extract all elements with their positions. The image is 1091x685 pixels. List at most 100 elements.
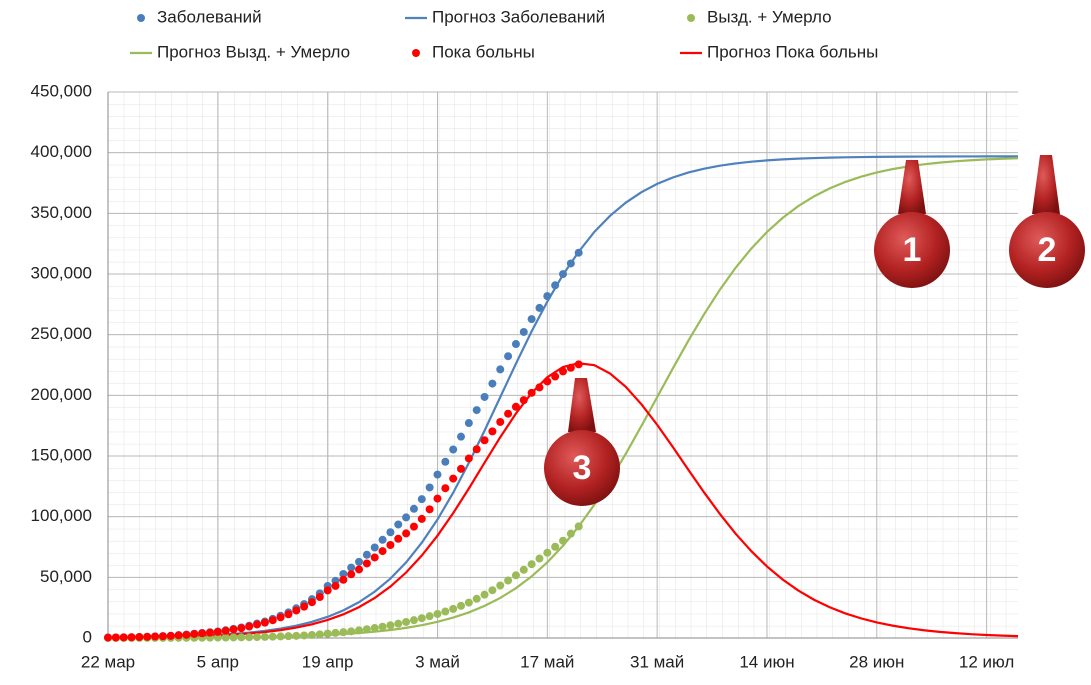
y-tick-label: 400,000: [31, 142, 92, 161]
pin-head: [544, 430, 620, 506]
data-point: [386, 528, 395, 537]
data-point: [378, 622, 387, 631]
data-point: [300, 602, 309, 611]
x-tick-label: 14 июн: [739, 652, 794, 671]
x-tick-label: 12 июл: [959, 652, 1014, 671]
pin-stem: [1032, 155, 1060, 214]
data-point: [284, 632, 293, 641]
data-point: [143, 632, 152, 641]
data-point: [417, 614, 426, 623]
y-tick-label: 50,000: [40, 567, 92, 586]
data-point: [347, 570, 356, 579]
y-tick-label: 250,000: [31, 324, 92, 343]
data-point: [464, 598, 473, 607]
data-point: [394, 520, 403, 529]
data-point: [480, 436, 489, 445]
data-point: [394, 534, 403, 543]
data-point: [253, 620, 262, 629]
data-point: [378, 535, 387, 544]
data-point: [362, 550, 371, 559]
data-point: [496, 365, 505, 374]
minor-grid: [108, 92, 1018, 638]
data-point: [237, 633, 246, 642]
data-point: [535, 554, 544, 563]
data-point: [433, 494, 442, 503]
legend-label: Прогноз Заболеваний: [432, 7, 605, 26]
data-point: [425, 483, 434, 492]
data-point: [559, 536, 567, 545]
data-point: [496, 581, 505, 590]
data-point: [245, 633, 254, 642]
data-point: [519, 565, 528, 574]
legend-label: Прогноз Пока больны: [707, 42, 878, 61]
data-point: [441, 607, 450, 616]
data-point: [370, 553, 379, 562]
data-point: [527, 560, 536, 569]
data-point: [260, 618, 269, 627]
data-point: [449, 445, 458, 454]
data-point: [292, 631, 301, 640]
legend-marker: [137, 14, 145, 22]
data-point: [339, 569, 348, 578]
data-point: [362, 625, 371, 634]
data-point: [362, 559, 371, 568]
legend-label: Вызд. + Умерло: [707, 7, 832, 26]
data-point: [472, 445, 481, 454]
data-point: [559, 270, 567, 279]
data-point: [323, 629, 332, 638]
pin-head: [874, 212, 950, 288]
data-point: [449, 474, 458, 483]
data-point: [464, 419, 473, 428]
data-point: [504, 576, 513, 585]
data-point: [417, 495, 426, 504]
data-point: [551, 281, 560, 290]
data-point: [378, 547, 387, 556]
data-point: [315, 592, 324, 601]
data-point: [355, 565, 364, 574]
data-point: [417, 514, 426, 523]
data-point: [355, 557, 364, 566]
data-point: [488, 379, 497, 388]
data-point: [409, 522, 418, 531]
data-point: [425, 612, 434, 621]
legend-marker: [687, 14, 695, 22]
y-tick-label: 450,000: [31, 81, 92, 100]
x-tick-label: 19 апр: [302, 652, 354, 671]
data-point: [511, 571, 520, 580]
data-point: [135, 633, 144, 642]
legend-marker: [412, 49, 420, 57]
data-point: [441, 484, 450, 493]
data-point: [260, 632, 269, 641]
legend-label: Пока больны: [432, 42, 535, 61]
data-point: [543, 292, 552, 301]
data-point: [198, 629, 207, 638]
data-point: [566, 259, 575, 268]
data-point: [449, 604, 458, 613]
data-point: [496, 417, 505, 426]
data-point: [221, 626, 230, 635]
data-point: [331, 581, 340, 590]
data-point: [190, 629, 199, 638]
data-point: [535, 383, 544, 392]
data-point: [213, 633, 222, 642]
data-point: [213, 627, 222, 636]
pin-head: [1009, 212, 1085, 288]
data-point: [151, 632, 160, 641]
data-point: [464, 454, 473, 463]
data-point: [409, 616, 418, 625]
y-tick-label: 300,000: [31, 263, 92, 282]
data-point: [331, 628, 340, 637]
data-point: [409, 504, 418, 513]
data-point: [472, 594, 481, 603]
data-point: [504, 409, 513, 418]
pin-label: 1: [903, 231, 922, 269]
data-point: [402, 513, 411, 522]
data-point: [472, 406, 481, 415]
data-point: [574, 360, 583, 369]
data-point: [111, 633, 120, 642]
pin: 1: [874, 160, 950, 288]
data-point: [370, 543, 379, 552]
pin-stem: [568, 378, 596, 432]
data-point: [551, 372, 560, 381]
y-tick-label: 200,000: [31, 385, 92, 404]
